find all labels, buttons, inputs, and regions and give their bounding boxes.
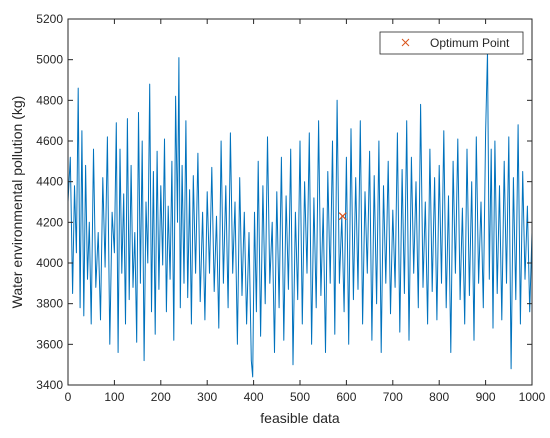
legend-marker-icon — [401, 38, 410, 47]
x-tick-label: 300 — [197, 390, 217, 404]
x-tick-label: 400 — [244, 390, 264, 404]
x-tick-label: 0 — [65, 390, 72, 404]
x-tick-label: 100 — [104, 390, 124, 404]
legend: Optimum Point — [379, 31, 524, 55]
x-tick-label: 1000 — [519, 390, 546, 404]
legend-box — [379, 31, 524, 55]
y-axis: 3400 3600 3800 4000 4200 4400 4600 4800 5000 5200 — [36, 12, 532, 392]
y-tick-label: 4400 — [36, 175, 63, 189]
y-tick-label: 4600 — [36, 134, 63, 148]
legend-label: Optimum Point — [430, 36, 510, 50]
x-tick-label: 800 — [429, 390, 449, 404]
series-layer — [67, 51, 533, 378]
y-tick-label: 4200 — [36, 215, 63, 229]
x-tick-label: 200 — [151, 390, 171, 404]
x-axis: 0 100 200 300 400 500 600 700 800 900 1000 — [65, 19, 546, 404]
y-tick-label: 3400 — [36, 378, 63, 392]
x-tick-label: 600 — [336, 390, 356, 404]
x-tick-label: 900 — [476, 390, 496, 404]
x-tick-label: 500 — [290, 390, 310, 404]
y-tick-label: 5200 — [36, 12, 63, 26]
y-tick-label: 3600 — [36, 337, 63, 351]
x-tick-label: 700 — [383, 390, 403, 404]
marker-layer — [338, 212, 347, 221]
series-line-0 — [67, 51, 533, 378]
optimum-point-marker — [338, 212, 347, 221]
plot-background — [68, 19, 532, 385]
y-axis-label: Water environmental pollution (kg) — [9, 96, 25, 309]
y-tick-label: 4000 — [36, 256, 63, 270]
x-axis-label: feasible data — [260, 410, 340, 426]
y-tick-label: 3800 — [36, 297, 63, 311]
y-tick-label: 4800 — [36, 93, 63, 107]
y-tick-label: 5000 — [36, 53, 63, 67]
